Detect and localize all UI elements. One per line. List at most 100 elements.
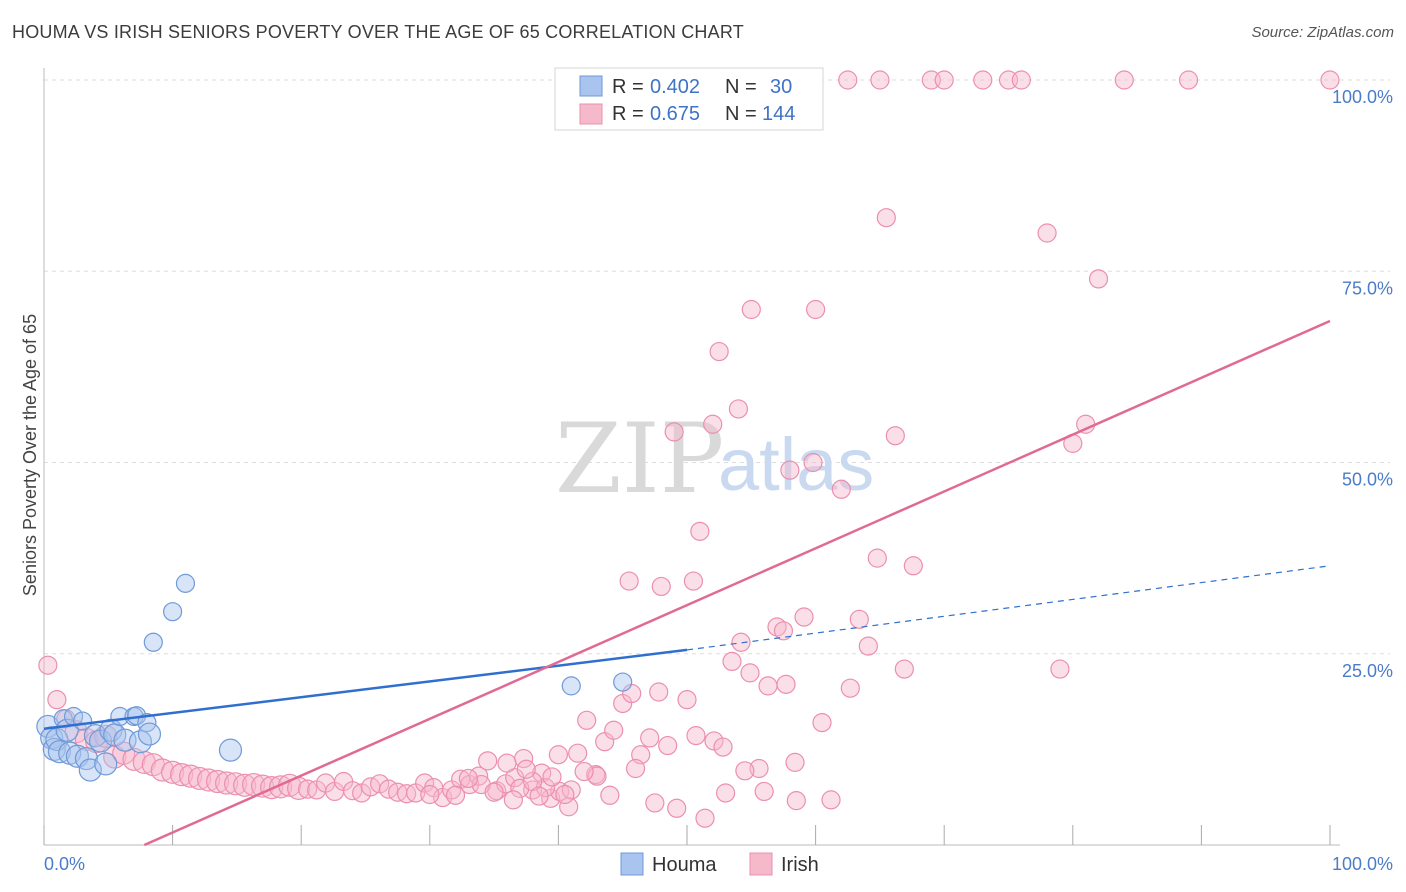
data-point-irish-119 <box>664 422 684 442</box>
data-point-irish-144 <box>516 759 536 779</box>
data-point-houma-24 <box>137 722 162 746</box>
data-point-irish-139 <box>445 785 466 805</box>
data-point-irish-19 <box>215 771 239 795</box>
y-tick-label-3: 25.0% <box>1342 661 1393 681</box>
data-point-irish-97 <box>934 70 954 90</box>
bottom-legend-houma: Houma <box>652 854 717 876</box>
data-point-irish-13 <box>161 760 185 784</box>
legend-r-label-irish: R = <box>612 103 644 125</box>
data-point-irish-84 <box>803 452 823 473</box>
data-point-irish-100 <box>1011 70 1031 90</box>
data-point-irish-120 <box>838 70 858 90</box>
data-point-irish-116 <box>741 299 761 320</box>
data-point-irish-41 <box>415 773 435 793</box>
trend-line-irish <box>143 319 1331 847</box>
legend-n-value-houma: 30 <box>770 76 792 98</box>
data-point-irish-118 <box>805 299 826 320</box>
data-point-irish-87 <box>831 479 851 499</box>
chart-title: HOUMA VS IRISH SENIORS POVERTY OVER THE … <box>12 22 744 42</box>
data-point-irish-14 <box>170 763 194 787</box>
data-point-irish-117 <box>780 460 800 480</box>
x-tick-label-1: 100.0% <box>1332 854 1393 874</box>
data-point-irish-114 <box>709 341 729 362</box>
data-point-houma-28 <box>218 738 243 762</box>
data-point-irish-0 <box>38 655 58 675</box>
data-point-irish-77 <box>740 663 760 683</box>
y-tick-label-1: 75.0% <box>1342 278 1393 298</box>
data-point-irish-95 <box>903 556 923 576</box>
data-point-irish-115 <box>728 399 749 419</box>
data-point-irish-90 <box>858 636 878 656</box>
data-point-irish-89 <box>849 609 869 629</box>
data-point-irish-85 <box>812 712 832 733</box>
bottom-legend-swatch-irish <box>749 852 773 876</box>
data-point-irish-141 <box>458 768 478 789</box>
data-point-irish-1 <box>47 690 67 710</box>
data-point-houma-30 <box>613 672 633 692</box>
data-point-irish-60 <box>586 765 606 785</box>
data-point-irish-123 <box>587 766 607 786</box>
data-point-irish-106 <box>1114 70 1134 90</box>
data-point-irish-132 <box>548 745 569 765</box>
data-point-irish-127 <box>715 783 736 803</box>
stats-legend: R = 0.402 N = 30 R = 0.675 N = 144 <box>554 67 824 131</box>
data-point-irish-67 <box>649 682 669 702</box>
legend-n-label-irish: N = <box>725 103 757 125</box>
series-legend: Houma Irish <box>620 852 819 876</box>
data-point-irish-109 <box>619 571 639 591</box>
data-point-irish-59 <box>577 710 597 730</box>
data-point-irish-91 <box>867 548 887 568</box>
data-point-houma-29 <box>561 676 581 696</box>
data-point-irish-74 <box>713 737 733 757</box>
legend-n-label-houma: N = <box>725 76 757 98</box>
data-point-irish-94 <box>894 659 914 679</box>
data-point-irish-75 <box>722 651 742 672</box>
bottom-legend-irish: Irish <box>781 854 819 876</box>
data-point-irish-20 <box>224 772 248 796</box>
data-point-houma-27 <box>175 573 196 593</box>
data-point-irish-57 <box>559 797 579 817</box>
data-point-irish-134 <box>574 761 594 782</box>
data-point-houma-4 <box>47 740 72 764</box>
data-point-irish-111 <box>683 571 704 591</box>
x-tick-labels: 0.0% 100.0% <box>44 854 1393 874</box>
data-point-irish-102 <box>1050 659 1070 679</box>
data-point-irish-143 <box>503 790 523 810</box>
data-point-irish-130 <box>786 791 806 811</box>
data-point-irish-36 <box>370 774 390 794</box>
data-point-irish-107 <box>1178 70 1199 90</box>
data-point-irish-71 <box>686 726 706 746</box>
watermark-zip: ZIP <box>555 403 724 515</box>
data-point-irish-58 <box>568 743 588 763</box>
legend-n-value-irish: 144 <box>762 103 795 125</box>
data-point-irish-124 <box>600 785 620 805</box>
data-point-houma-26 <box>163 602 183 622</box>
data-point-irish-135 <box>497 753 517 773</box>
grid-lines <box>44 79 1390 655</box>
irish-series <box>38 70 1340 828</box>
data-point-irish-70 <box>677 690 697 710</box>
data-point-irish-125 <box>625 758 646 779</box>
data-point-irish-79 <box>758 676 778 696</box>
data-point-irish-66 <box>640 728 660 748</box>
data-point-irish-122 <box>773 621 794 641</box>
data-point-irish-93 <box>885 426 905 446</box>
y-tick-labels: 100.0% 75.0% 50.0% 25.0% <box>1332 87 1393 681</box>
trend-line-houma-extension <box>686 565 1331 651</box>
data-point-irish-82 <box>785 752 805 772</box>
bottom-legend-swatch-houma <box>620 852 644 876</box>
data-point-houma-23 <box>137 712 157 733</box>
data-point-irish-68 <box>658 735 678 756</box>
legend-swatch-irish <box>579 103 603 125</box>
data-point-houma-22 <box>128 730 153 754</box>
data-point-irish-126 <box>645 793 665 813</box>
chart-source: Source: ZipAtlas.com <box>1251 24 1394 41</box>
data-point-irish-147 <box>555 784 575 805</box>
data-point-irish-113 <box>703 414 723 434</box>
data-point-irish-112 <box>690 521 710 541</box>
data-point-irish-83 <box>794 607 814 627</box>
data-point-irish-129 <box>754 781 774 802</box>
data-point-irish-92 <box>876 208 896 228</box>
data-point-irish-86 <box>821 790 841 810</box>
